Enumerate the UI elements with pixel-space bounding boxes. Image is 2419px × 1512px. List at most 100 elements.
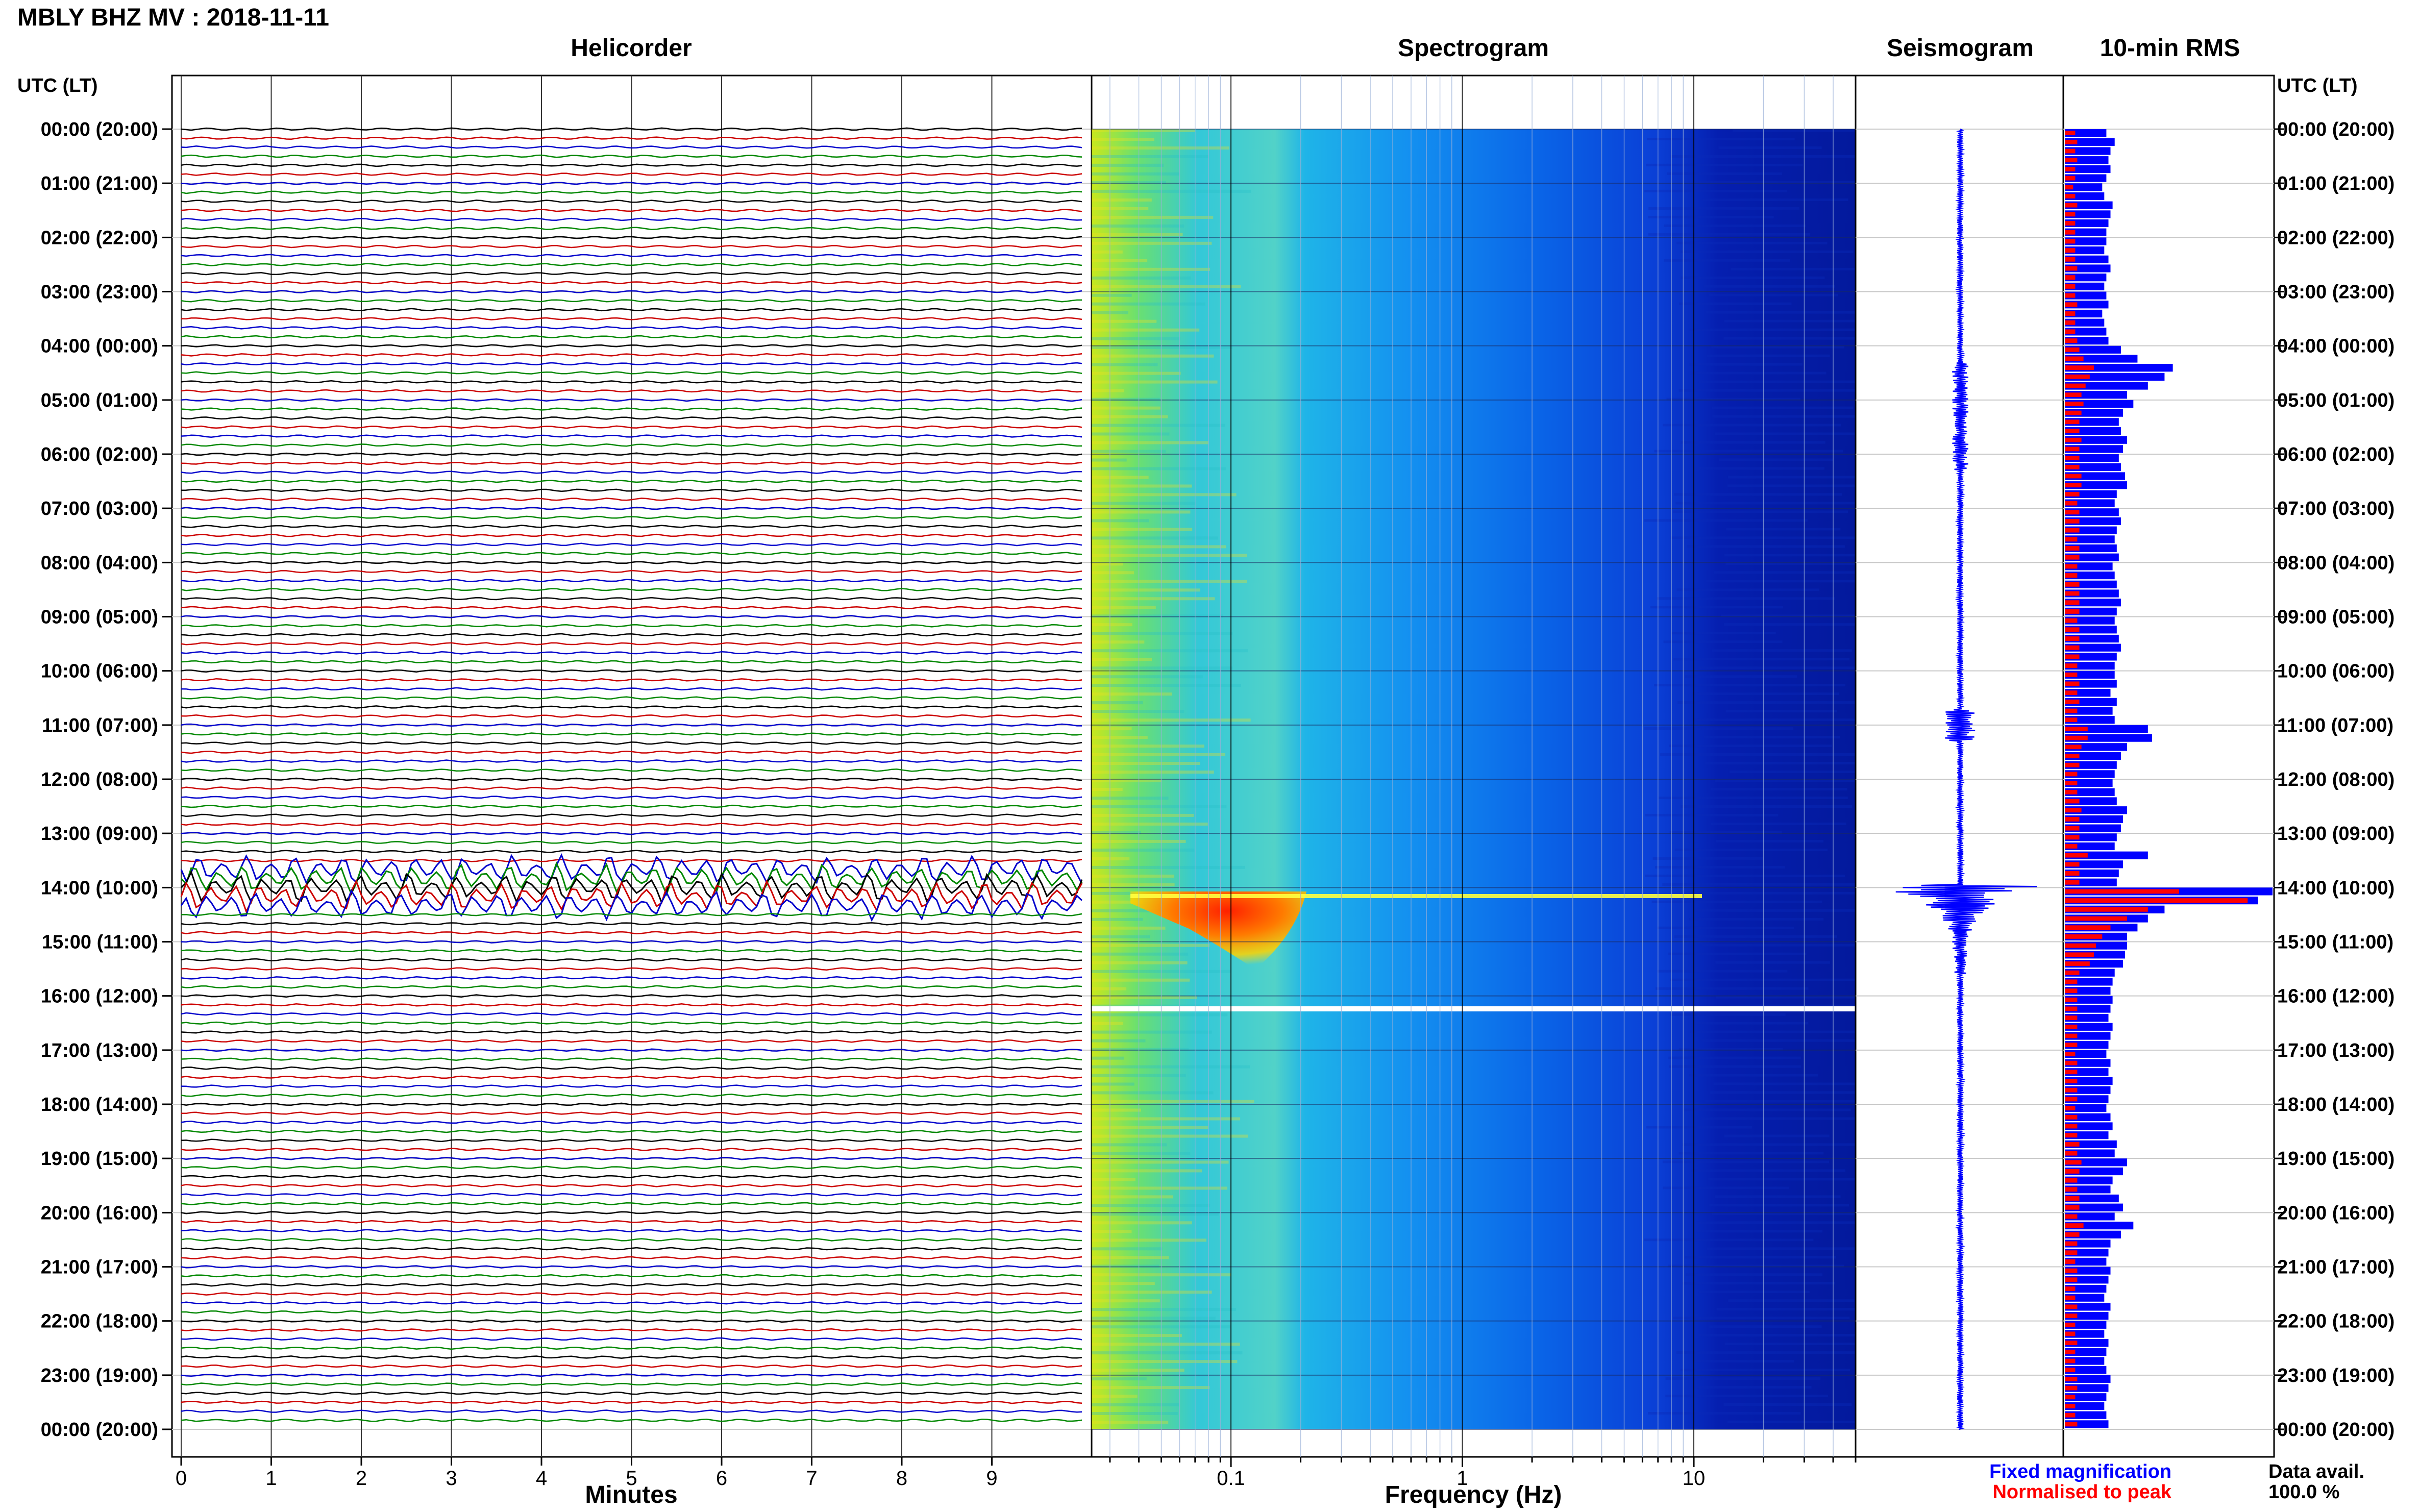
spectrogram-row	[1648, 207, 1799, 210]
rms-bar-normalised	[2065, 347, 2080, 352]
time-label-right: 03:00 (23:00)	[2277, 282, 2395, 303]
spectrogram-row	[1092, 865, 1245, 869]
spectrogram-row	[1684, 1108, 1851, 1111]
helicorder-trace	[181, 145, 1082, 149]
rms-bar-normalised	[2065, 1358, 2076, 1364]
rms-bar-fixed	[2065, 210, 2111, 218]
time-label-right: 08:00 (04:00)	[2277, 552, 2395, 574]
rms-bar-normalised	[2065, 717, 2078, 723]
spectrogram-row	[1092, 398, 1160, 401]
rms-bar-normalised	[2065, 952, 2094, 957]
rms-bar-normalised	[2065, 1160, 2082, 1165]
spectrogram-row	[1652, 857, 1764, 860]
spectrogram-row	[1644, 519, 1808, 522]
spectrogram-row	[1669, 831, 1782, 834]
spectrogram-row	[1092, 1117, 1241, 1121]
rms-bar-normalised	[2065, 501, 2078, 506]
spectrogram-row	[1724, 1134, 1830, 1137]
rms-bar-normalised	[2065, 1106, 2076, 1110]
rms-bar-normalised	[2065, 844, 2078, 849]
spectrogram-row	[1668, 1056, 1801, 1059]
rms-bar-normalised	[2065, 410, 2082, 415]
spectrogram-row	[1092, 588, 1200, 592]
helicorder-trace	[181, 813, 1082, 817]
helicorder-trace	[181, 371, 1082, 375]
rms-bar-fixed	[2065, 255, 2109, 263]
time-label-left: 08:00 (04:00)	[41, 552, 158, 574]
rms-bar-normalised	[2065, 1006, 2078, 1011]
helicorder-trace	[181, 1400, 1082, 1404]
spectrogram-row	[1092, 1065, 1250, 1069]
rms-bar-normalised	[2065, 735, 2088, 740]
time-label-left: 03:00 (23:00)	[41, 282, 158, 303]
spectrogram-row	[1681, 441, 1825, 444]
rms-bar-normalised	[2065, 636, 2080, 641]
spectrogram-row	[1704, 1100, 1858, 1103]
spectrogram-row	[1663, 640, 1783, 643]
spectrogram-panel	[1091, 75, 1933, 1458]
utc-label-left: UTC (LT)	[17, 75, 98, 96]
spectrogram-row	[1698, 1291, 1810, 1294]
helicorder-trace	[181, 1364, 1082, 1368]
rms-bar-normalised	[2065, 1087, 2078, 1093]
helicorder-trace	[181, 922, 1082, 926]
rms-bar-fixed	[2065, 373, 2165, 381]
minutes-axis-label: Minutes	[585, 1481, 677, 1508]
rms-bar-normalised	[2065, 1259, 2076, 1264]
spectrogram-row	[1718, 146, 1822, 149]
time-label-left: 18:00 (14:00)	[41, 1094, 158, 1116]
spectrogram-row	[1092, 614, 1223, 618]
spectrogram-row	[1690, 371, 1826, 375]
spectrogram-row	[1092, 1377, 1147, 1381]
spectrogram-row	[1092, 1048, 1189, 1051]
spectrogram-row	[1663, 424, 1841, 427]
helicorder-trace	[181, 976, 1082, 980]
time-label-left: 11:00 (07:00)	[42, 715, 158, 736]
rms-bar-normalised	[2065, 1133, 2078, 1138]
spectrogram-row	[1704, 736, 1840, 739]
rms-bar-fixed	[2065, 1212, 2115, 1221]
spectrogram-row	[1092, 1212, 1219, 1216]
spectrogram-row	[1660, 753, 1855, 756]
spectrogram-row	[1648, 233, 1811, 236]
chart-title: MBLY BHZ MV : 2018-11-11	[17, 4, 329, 31]
spectrogram-row	[1092, 779, 1162, 782]
rms-bar-normalised	[2065, 970, 2080, 975]
spectrogram-row	[1092, 1039, 1146, 1043]
spectrogram-row	[1092, 1186, 1227, 1190]
rms-bar-fixed	[2065, 499, 2115, 507]
helicorder-trace	[181, 506, 1082, 510]
spectrogram-row	[1092, 1082, 1134, 1086]
spectrogram-row	[1668, 952, 1807, 955]
helicorder-trace	[181, 651, 1082, 655]
time-label-right: 19:00 (15:00)	[2277, 1148, 2395, 1170]
spectrogram-row	[1092, 302, 1205, 306]
rms-bar-normalised	[2065, 148, 2076, 154]
spectrogram-row	[1706, 311, 1905, 314]
spectrogram-row	[1676, 1351, 1860, 1354]
helicorder-trace	[181, 1003, 1082, 1007]
helicorder-trace	[181, 777, 1082, 781]
helicorder-trace	[181, 823, 1082, 826]
spectrogram-row	[1711, 345, 1845, 349]
helicorder-trace	[181, 362, 1082, 366]
spectrogram-row	[1092, 138, 1154, 141]
spectrogram-row	[1696, 1230, 1822, 1233]
minute-tick-label: 2	[356, 1467, 367, 1490]
rms-bar-normalised	[2065, 537, 2078, 542]
spectrogram-row	[1670, 978, 1865, 981]
spectrogram-row	[1092, 1412, 1178, 1415]
spectrogram-row	[1733, 129, 1868, 132]
spectrogram-row	[1092, 623, 1132, 627]
spectrogram-row	[1702, 944, 1899, 947]
spectrogram-row	[1727, 484, 1891, 487]
spectrogram-row	[1092, 328, 1200, 332]
time-label-right: 04:00 (00:00)	[2277, 336, 2395, 357]
rms-bar-normalised	[2065, 781, 2078, 785]
spectrogram-row	[1092, 163, 1164, 167]
rms-bar-normalised	[2065, 934, 2103, 939]
rms-bar-fixed	[2065, 788, 2115, 796]
spectrogram-row	[1708, 1178, 1859, 1181]
helicorder-trace	[181, 398, 1082, 402]
spectrogram-row	[1665, 1395, 1828, 1398]
